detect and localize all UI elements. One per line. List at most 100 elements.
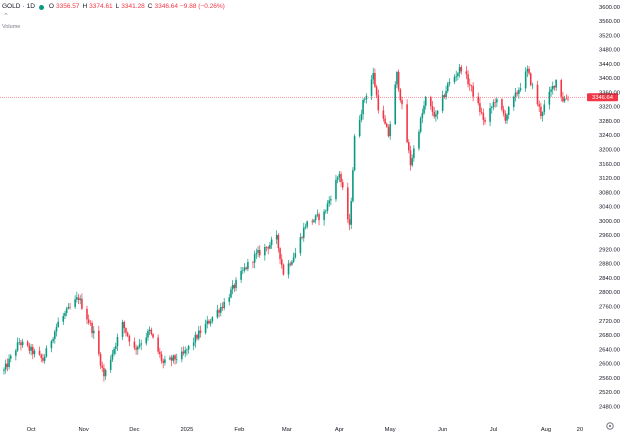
candle (174, 353, 176, 365)
candle (406, 99, 408, 144)
price-tick-label: 2880.00 (599, 262, 620, 268)
candle (518, 87, 520, 99)
price-tick-label: 3040.00 (599, 205, 620, 211)
candle (103, 363, 105, 382)
candle (431, 101, 434, 116)
candle (336, 176, 339, 184)
candle (186, 348, 188, 356)
candle (138, 338, 141, 349)
last-price-line: 3346.64 (0, 93, 618, 102)
price-tick-label: 3200.00 (599, 148, 620, 154)
price-tick-label: 3000.00 (599, 219, 620, 225)
candle (150, 327, 153, 336)
market-status-icon (38, 4, 44, 10)
volume-label[interactable]: Volume (2, 24, 21, 30)
price-tick-label: 2520.00 (599, 390, 620, 396)
candle (323, 209, 325, 226)
candle (385, 122, 388, 128)
candle (362, 98, 364, 120)
candle (76, 291, 78, 303)
candle (560, 78, 563, 102)
candle (116, 333, 119, 352)
candle (541, 111, 544, 122)
candle (4, 359, 7, 374)
time-axis[interactable]: Oct Nov Dec 2025 Feb Mar Apr May Jun Jul Aug 20 (27, 427, 583, 433)
candle (52, 336, 54, 344)
candle (460, 64, 463, 75)
candle (340, 171, 342, 187)
time-tick-label: Apr (335, 427, 344, 433)
candle (407, 139, 410, 154)
candle (162, 358, 165, 369)
candle (543, 99, 546, 116)
gear-icon[interactable] (606, 422, 614, 430)
candle (348, 213, 351, 231)
price-tick-label: 3160.00 (599, 162, 620, 168)
candle (31, 344, 34, 360)
candle (389, 121, 391, 140)
candle (55, 323, 58, 337)
candle (374, 68, 376, 88)
candle (494, 98, 496, 108)
candle (172, 354, 175, 364)
candle (223, 298, 225, 311)
candle (20, 339, 22, 351)
candle (370, 75, 373, 100)
candle (92, 326, 95, 339)
close-key: C (147, 3, 153, 10)
candle (458, 63, 461, 78)
candle (524, 67, 527, 92)
candle-series (3, 63, 569, 382)
candle (65, 306, 68, 317)
price-tick-label: 2560.00 (599, 376, 620, 382)
candle (79, 295, 82, 305)
candle (243, 263, 246, 273)
candle (313, 219, 315, 223)
candle (204, 319, 207, 335)
candle (496, 97, 498, 108)
candle (228, 293, 231, 306)
candle (421, 108, 424, 124)
price-tick-label: 2680.00 (599, 333, 620, 339)
candle (164, 355, 166, 366)
low-key: L (115, 3, 120, 10)
candle (394, 81, 397, 125)
candle (299, 233, 302, 256)
chevron-up-icon[interactable]: ⌃ (3, 13, 9, 20)
candle (387, 124, 390, 138)
candle (245, 266, 247, 271)
candle (123, 320, 126, 334)
candle (433, 107, 435, 119)
candle (219, 303, 222, 317)
timeframe[interactable]: 1D (26, 3, 35, 10)
price-tick-label: 3480.00 (599, 48, 620, 54)
candle (277, 233, 280, 253)
candle (242, 267, 244, 275)
candle (326, 200, 329, 214)
candle (252, 260, 254, 269)
last-price-badge (587, 93, 618, 102)
candle (435, 110, 437, 122)
candle (6, 358, 9, 372)
candle (360, 109, 363, 123)
candle (18, 338, 21, 346)
time-tick-label: Nov (78, 427, 88, 433)
candle (253, 250, 256, 269)
candle (62, 312, 65, 325)
candle (184, 346, 187, 358)
candle (50, 339, 53, 353)
symbol-name[interactable]: GOLD (2, 3, 21, 10)
candle (316, 209, 319, 218)
candle (480, 107, 483, 115)
price-axis[interactable]: 2480.00 2520.00 2560.00 2600.00 2640.00 2680.… (599, 5, 620, 411)
candle (507, 105, 510, 120)
high-key: H (82, 3, 88, 10)
candle (282, 263, 285, 276)
candle (81, 293, 83, 310)
candle (489, 102, 491, 127)
candle (314, 214, 317, 224)
candle (101, 361, 104, 372)
candle (382, 105, 385, 122)
